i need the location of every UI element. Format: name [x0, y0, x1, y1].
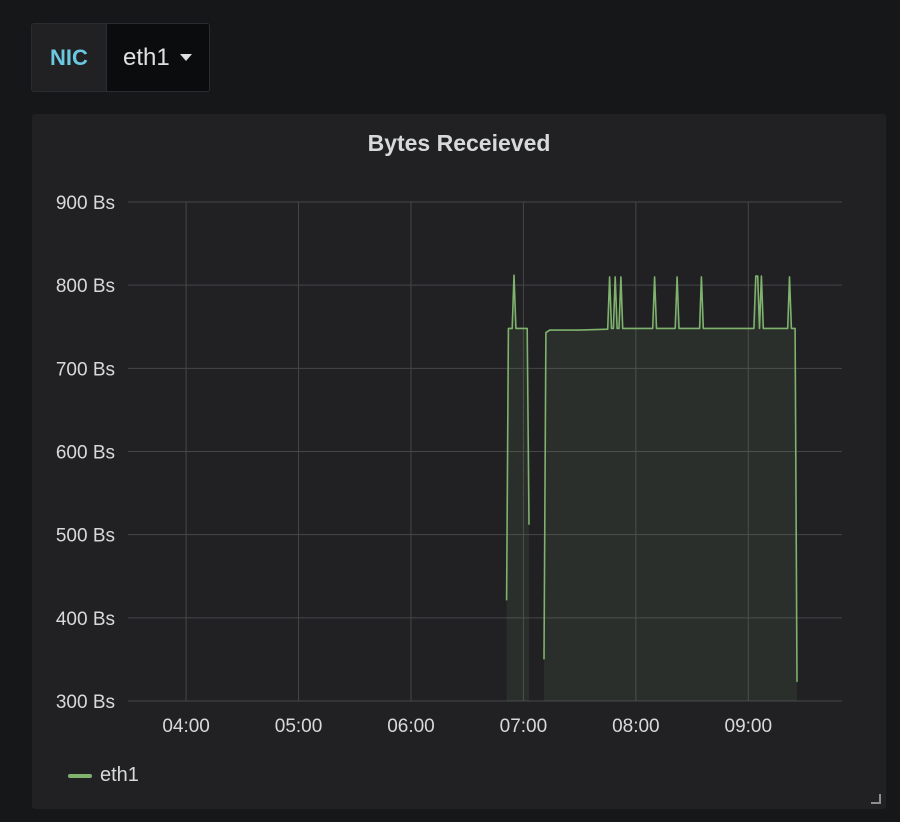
resize-handle-icon[interactable]	[871, 794, 881, 804]
nic-dropdown[interactable]: eth1	[107, 24, 209, 91]
series-area-fill	[506, 275, 529, 701]
x-tick-label: 04:00	[162, 716, 210, 737]
y-tick-label: 700 Bs	[56, 359, 115, 380]
y-tick-label: 300 Bs	[56, 692, 115, 713]
variable-label: NIC	[32, 24, 107, 91]
y-tick-label: 600 Bs	[56, 443, 115, 464]
nic-dropdown-value: eth1	[123, 43, 170, 71]
panel-title[interactable]: Bytes Receieved	[367, 130, 551, 156]
x-tick-label: 08:00	[612, 716, 660, 737]
y-tick-label: 800 Bs	[56, 276, 115, 297]
legend: eth1	[68, 764, 139, 787]
x-tick-label: 05:00	[275, 716, 323, 737]
variable-selector: NIC eth1	[31, 23, 210, 92]
legend-series-label[interactable]: eth1	[100, 764, 139, 786]
y-tick-label: 500 Bs	[56, 526, 115, 547]
series-area-fill	[544, 276, 797, 701]
caret-down-icon	[179, 54, 192, 61]
chart-area: 300 Bs 400 Bs 500 Bs 600 Bs 700 Bs 800 Bs 900 …	[56, 193, 842, 737]
legend-swatch	[68, 773, 92, 778]
x-tick-label: 09:00	[725, 716, 773, 737]
y-tick-label: 900 Bs	[56, 193, 115, 214]
graph-panel: Bytes Receieved 300 Bs 400 Bs 500 Bs 600 Bs…	[32, 114, 886, 809]
series-line	[543, 275, 798, 682]
series-line	[505, 274, 530, 601]
x-tick-label: 07:00	[500, 716, 548, 737]
y-tick-label: 400 Bs	[56, 609, 115, 630]
x-tick-label: 06:00	[387, 716, 435, 737]
